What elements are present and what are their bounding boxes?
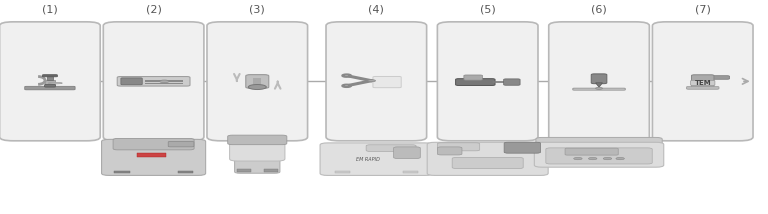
Text: (6): (6) — [591, 5, 607, 15]
Circle shape — [160, 80, 169, 83]
FancyBboxPatch shape — [42, 75, 58, 77]
FancyBboxPatch shape — [691, 76, 711, 79]
FancyBboxPatch shape — [113, 138, 194, 150]
Bar — [114, 171, 130, 173]
Circle shape — [616, 158, 624, 160]
FancyBboxPatch shape — [373, 76, 401, 88]
Bar — [45, 80, 55, 87]
FancyBboxPatch shape — [326, 22, 427, 141]
Circle shape — [574, 158, 582, 160]
FancyBboxPatch shape — [437, 147, 462, 155]
Circle shape — [248, 85, 266, 89]
FancyBboxPatch shape — [535, 142, 664, 167]
Bar — [492, 80, 515, 82]
FancyBboxPatch shape — [427, 142, 548, 175]
FancyBboxPatch shape — [687, 86, 719, 89]
FancyBboxPatch shape — [25, 86, 75, 90]
FancyBboxPatch shape — [118, 77, 190, 86]
FancyBboxPatch shape — [504, 79, 520, 85]
Text: (5): (5) — [480, 5, 495, 15]
FancyBboxPatch shape — [710, 76, 730, 79]
Text: (2): (2) — [146, 5, 161, 15]
FancyBboxPatch shape — [103, 22, 204, 141]
Bar — [402, 171, 418, 173]
FancyBboxPatch shape — [168, 141, 194, 147]
FancyBboxPatch shape — [437, 22, 538, 141]
FancyBboxPatch shape — [121, 78, 142, 85]
Ellipse shape — [48, 82, 62, 84]
Text: EM RAPID: EM RAPID — [356, 157, 380, 162]
FancyBboxPatch shape — [504, 142, 541, 153]
Polygon shape — [596, 83, 602, 87]
FancyBboxPatch shape — [230, 139, 285, 161]
FancyBboxPatch shape — [235, 155, 280, 173]
Circle shape — [596, 88, 602, 89]
FancyBboxPatch shape — [691, 75, 714, 88]
Text: (1): (1) — [42, 5, 58, 15]
Bar — [264, 169, 278, 172]
FancyBboxPatch shape — [548, 22, 650, 141]
FancyBboxPatch shape — [101, 139, 206, 175]
FancyBboxPatch shape — [573, 88, 625, 90]
FancyBboxPatch shape — [0, 22, 100, 141]
FancyBboxPatch shape — [536, 137, 662, 147]
FancyBboxPatch shape — [437, 143, 480, 151]
Text: TEM: TEM — [694, 80, 711, 86]
FancyBboxPatch shape — [591, 74, 607, 84]
FancyBboxPatch shape — [366, 145, 416, 152]
Bar — [137, 153, 167, 158]
FancyBboxPatch shape — [565, 148, 618, 155]
Text: (3): (3) — [250, 5, 265, 15]
FancyBboxPatch shape — [452, 158, 523, 168]
Bar — [335, 171, 350, 173]
Bar — [47, 76, 53, 80]
FancyBboxPatch shape — [690, 80, 715, 85]
FancyBboxPatch shape — [227, 135, 287, 145]
Text: (4): (4) — [369, 5, 384, 15]
FancyBboxPatch shape — [393, 147, 420, 158]
FancyBboxPatch shape — [546, 148, 652, 164]
FancyBboxPatch shape — [207, 22, 307, 141]
Bar — [177, 171, 193, 173]
FancyBboxPatch shape — [464, 75, 482, 80]
FancyBboxPatch shape — [653, 22, 753, 141]
Circle shape — [368, 80, 376, 82]
Bar — [253, 78, 261, 86]
Circle shape — [604, 158, 612, 160]
FancyBboxPatch shape — [45, 85, 55, 87]
FancyBboxPatch shape — [455, 79, 495, 85]
Text: (7): (7) — [695, 5, 710, 15]
Bar — [237, 169, 250, 172]
FancyBboxPatch shape — [246, 75, 269, 88]
FancyBboxPatch shape — [320, 143, 432, 175]
Circle shape — [588, 158, 597, 160]
